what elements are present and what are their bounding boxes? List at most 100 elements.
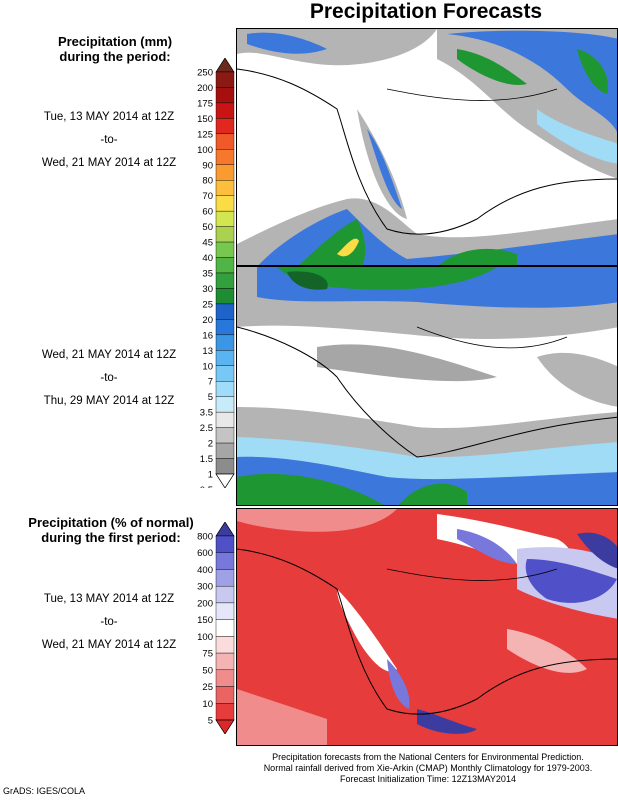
colorbar-tick-label: 13	[202, 346, 213, 357]
period-end: Thu, 29 MAY 2014 at 12Z	[43, 395, 175, 407]
colorbar-segment	[215, 686, 235, 704]
colorbar-segment	[215, 636, 235, 654]
precip-mm-colorbar-graphic: 2502001751501251009080706050454035302520…	[197, 57, 235, 496]
colorbar-tick-label: 60	[202, 207, 213, 218]
colorbar-tick-label: 100	[197, 145, 213, 156]
colorbar-tick-label: 7	[208, 377, 213, 388]
heading-line: during the period:	[59, 49, 171, 64]
period2-dates: Wed, 21 MAY 2014 at 12Z -to- Thu, 29 MAY…	[14, 348, 204, 408]
colorbar-segment	[215, 585, 235, 604]
precip-pct-colorbar-graphic: 800 600 400 300 200 150 100 75 50 25 10 5	[197, 521, 235, 735]
map-period1-graphic	[237, 29, 617, 265]
colorbar-top-arrow	[215, 521, 235, 537]
footer-line: Precipitation forecasts from the Nationa…	[272, 752, 584, 762]
colorbar-tick-label: 50	[202, 222, 213, 233]
colorbar-segment	[215, 133, 235, 150]
map-period2-graphic	[237, 267, 617, 505]
colorbar-segment	[215, 381, 235, 397]
colorbar-segment	[215, 652, 235, 671]
colorbar-tick-label: 150	[197, 615, 213, 626]
colorbar-tick-label: 5	[208, 716, 213, 727]
colorbar-segment	[215, 319, 235, 336]
colorbar-segment	[215, 118, 235, 135]
colorbar-segment	[215, 535, 235, 553]
colorbar-tick-label: 100	[197, 632, 213, 643]
footer-line: Forecast Initialization Time: 12Z13MAY20…	[340, 774, 516, 784]
colorbar-tick-label: 20	[202, 315, 213, 326]
precip-mm-heading: Precipitation (mm) during the period:	[40, 34, 190, 64]
colorbar-segment	[215, 164, 235, 181]
colorbar-tick-label: 10	[202, 361, 213, 372]
colorbar-tick-label: 30	[202, 284, 213, 295]
heading-line: Precipitation (% of normal)	[28, 515, 194, 530]
colorbar-tick-label: 10	[202, 699, 213, 710]
colorbar-tick-label: 2.5	[200, 423, 213, 434]
colorbar-tick-label: 1.5	[200, 454, 213, 465]
source-footer: Precipitation forecasts from the Nationa…	[240, 752, 616, 785]
colorbar-tick-label: 50	[202, 665, 213, 676]
colorbar-segment	[215, 602, 235, 620]
footer-line: Normal rainfall derived from Xie-Arkin (…	[263, 763, 593, 773]
colorbar-tick-label: 25	[202, 299, 213, 310]
colorbar-tick-label: 200	[197, 83, 213, 94]
period-sep: -to-	[100, 616, 118, 628]
colorbar-tick-label: 35	[202, 269, 213, 280]
colorbar-tick-label: 2	[208, 439, 213, 450]
colorbar-segment	[215, 427, 235, 444]
colorbar-segment	[215, 210, 235, 227]
colorbar-segment	[215, 288, 235, 305]
colorbar-segment	[215, 149, 235, 165]
colorbar-segment	[215, 703, 235, 721]
colorbar-tick-label: 250	[197, 68, 213, 79]
colorbar-tick-label: 1	[208, 470, 213, 481]
heading-line: Precipitation (mm)	[57, 34, 173, 49]
colorbar-segment	[215, 87, 235, 104]
colorbar-segment	[215, 180, 235, 196]
period1-dates: Tue, 13 MAY 2014 at 12Z -to- Wed, 21 MAY…	[14, 110, 204, 170]
colorbar-tick-label: 16	[202, 330, 213, 341]
colorbar-segment	[215, 411, 235, 428]
colorbar-segment	[215, 458, 235, 475]
period-end: Wed, 21 MAY 2014 at 12Z	[41, 157, 177, 169]
colorbar-segment	[215, 195, 235, 212]
pct-period-dates: Tue, 13 MAY 2014 at 12Z -to- Wed, 21 MAY…	[14, 592, 204, 652]
colorbar-segment	[215, 334, 235, 351]
colorbar-segment	[215, 552, 235, 570]
precip-mm-colorbar: 250 200 175 150 125 100 90 80 70 60 50 45 40 35 30 25 20…	[182, 57, 242, 496]
colorbar-segment	[215, 669, 235, 687]
colorbar-tick-label: 600	[197, 548, 213, 559]
colorbar-segment	[215, 303, 235, 320]
heading-line: during the first period:	[41, 530, 181, 545]
colorbar-tick-label: 40	[202, 253, 213, 264]
colorbar-tick-label: 45	[202, 238, 213, 249]
colorbar-tick-label: 75	[202, 649, 213, 660]
colorbar-segment	[215, 569, 235, 587]
colorbar-segment	[215, 272, 235, 289]
colorbar-tick-label: 800	[197, 532, 213, 543]
colorbar-tick-label: 175	[197, 98, 213, 109]
colorbar-bottom-arrow	[215, 719, 235, 735]
forecast-map-period1	[236, 28, 618, 266]
colorbar-segment	[215, 442, 235, 459]
colorbar-segment	[215, 241, 235, 258]
period-sep: -to-	[100, 372, 118, 384]
colorbar-tick-label: 80	[202, 176, 213, 187]
period-end: Wed, 21 MAY 2014 at 12Z	[41, 639, 177, 651]
colorbar-segment	[215, 619, 235, 637]
colorbar-segment	[215, 365, 235, 382]
colorbar-segment	[215, 102, 235, 119]
period-start: Wed, 21 MAY 2014 at 12Z	[41, 349, 177, 361]
colorbar-segment	[215, 71, 235, 88]
precip-pct-heading: Precipitation (% of normal) during the f…	[16, 515, 206, 545]
period-start: Tue, 13 MAY 2014 at 12Z	[43, 111, 175, 123]
colorbar-top-arrow	[215, 57, 235, 73]
precip-pct-colorbar: 800 600 400 300 200 150 100 75 50 25 10 5	[182, 521, 242, 735]
colorbar-tick-label: 70	[202, 191, 213, 202]
colorbar-tick-label: 3.5	[200, 408, 213, 419]
colorbar-tick-label: 0.5	[200, 485, 213, 488]
page-title: Precipitation Forecasts	[309, 0, 543, 23]
colorbar-tick-label: 5	[208, 392, 213, 403]
colorbar-tick-label: 300	[197, 582, 213, 593]
forecast-map-period2	[236, 266, 618, 506]
colorbar-segment	[215, 396, 235, 413]
